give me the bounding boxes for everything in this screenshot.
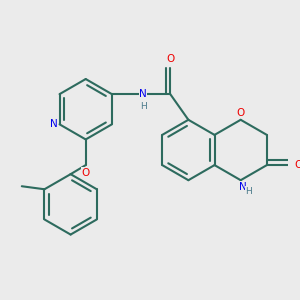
Text: H: H	[140, 102, 146, 111]
Text: N: N	[238, 182, 246, 192]
Text: O: O	[166, 54, 174, 64]
Text: H: H	[245, 187, 251, 196]
Text: O: O	[237, 107, 245, 118]
Text: N: N	[139, 89, 147, 99]
Text: O: O	[82, 168, 90, 178]
Text: N: N	[50, 119, 57, 129]
Text: O: O	[295, 160, 300, 170]
